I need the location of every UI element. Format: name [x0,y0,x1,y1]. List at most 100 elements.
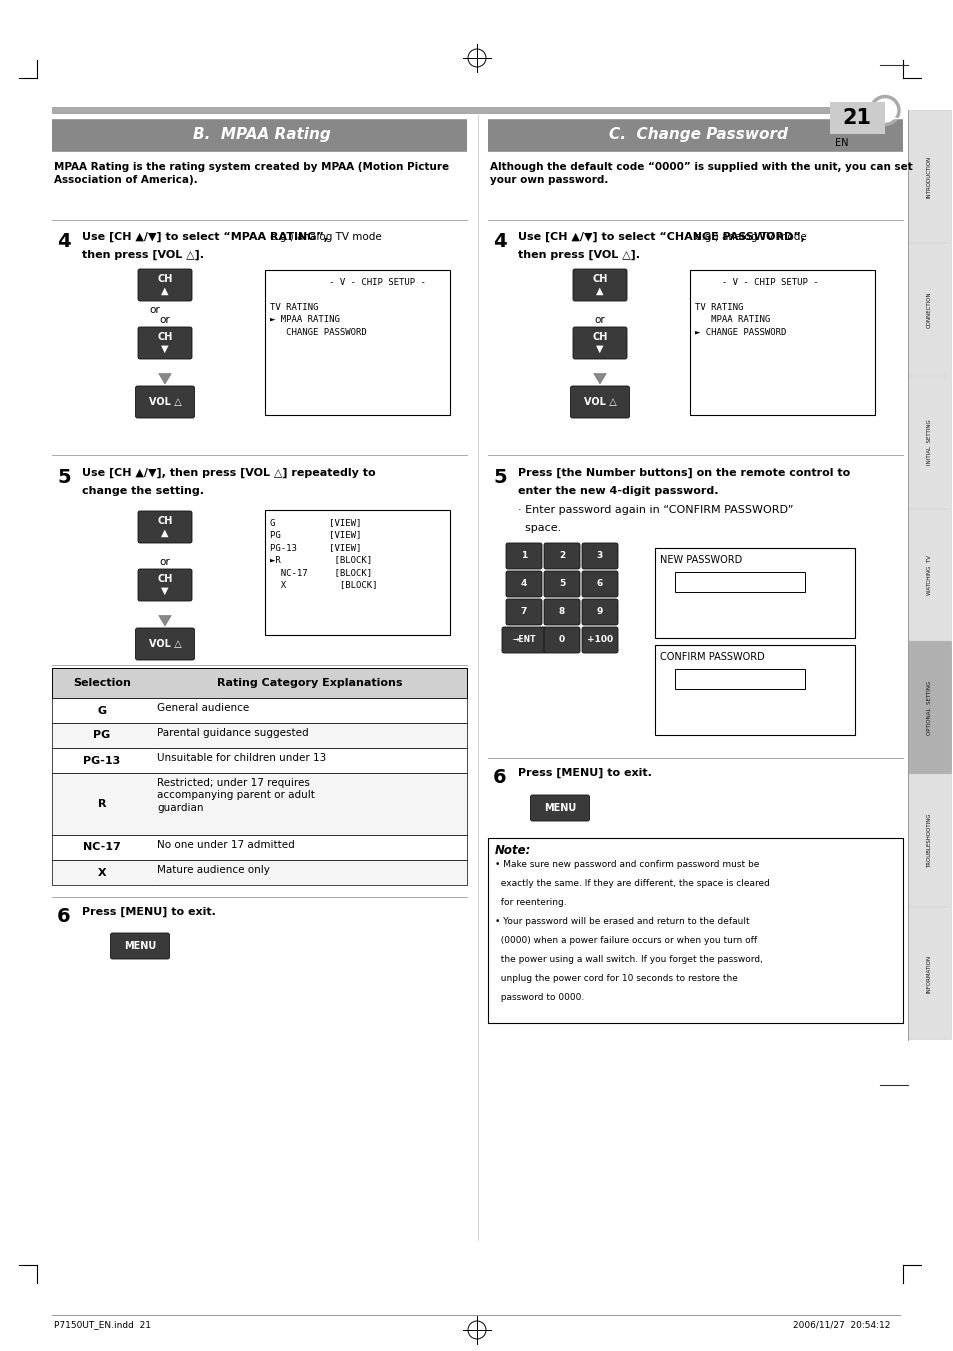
Bar [907,774,950,907]
FancyBboxPatch shape [543,627,579,653]
Text: Use [CH ▲/▼] to select “CHANGE PASSWORD”,: Use [CH ▲/▼] to select “CHANGE PASSWORD”… [517,232,804,242]
Text: PG: PG [93,731,111,740]
FancyBboxPatch shape [530,794,589,821]
Text: OPTIONAL  SETTING: OPTIONAL SETTING [926,681,931,735]
Text: 21: 21 [841,108,871,128]
Text: VOL △: VOL △ [149,639,181,648]
Text: CH
▼: CH ▼ [157,574,172,596]
Text: or: or [159,557,171,567]
Text: EN: EN [834,138,847,149]
Text: then press [VOL △].: then press [VOL △]. [82,250,204,261]
Text: Restricted; under 17 requires
accompanying parent or adult
guardian: Restricted; under 17 requires accompanyi… [157,778,314,813]
Text: 5: 5 [57,467,71,486]
Text: CH
▲: CH ▲ [157,274,172,296]
FancyBboxPatch shape [581,571,618,597]
Bar [52,748,467,773]
Text: VOL △: VOL △ [583,397,616,407]
Text: e.g.) analog TV mode: e.g.) analog TV mode [270,232,381,242]
Text: • Your password will be erased and return to the default: • Your password will be erased and retur… [495,917,749,925]
Text: - V - CHIP SETUP -

TV RATING
   MPAA RATING
► CHANGE PASSWORD: - V - CHIP SETUP - TV RATING MPAA RATING… [695,278,818,336]
Bar [655,549,854,638]
FancyBboxPatch shape [138,327,192,359]
FancyBboxPatch shape [135,628,194,661]
Text: Press [MENU] to exit.: Press [MENU] to exit. [82,907,215,917]
Text: G: G [97,705,107,716]
Text: Rating Category Explanations: Rating Category Explanations [216,678,402,688]
Bar [265,270,450,415]
Polygon shape [158,616,172,626]
Text: · Enter password again in “CONFIRM PASSWORD”: · Enter password again in “CONFIRM PASSW… [517,505,793,515]
FancyBboxPatch shape [505,571,541,597]
Text: space.: space. [517,523,560,534]
Text: CH
▼: CH ▼ [157,332,172,354]
Circle shape [870,96,898,124]
Bar [52,118,467,153]
Text: enter the new 4-digit password.: enter the new 4-digit password. [517,486,718,496]
Text: No one under 17 admitted: No one under 17 admitted [157,840,294,850]
Text: Mature audience only: Mature audience only [157,865,270,875]
Bar [907,642,950,773]
Text: or: or [150,305,160,315]
Text: G          [VIEW]
PG         [VIEW]
PG-13      [VIEW]
►R          [BLOCK]
  NC-1: G [VIEW] PG [VIEW] PG-13 [VIEW] ►R [BLOC… [270,517,377,589]
Text: Parental guidance suggested: Parental guidance suggested [157,728,309,738]
Bar [52,723,467,748]
Text: +100: +100 [586,635,613,644]
FancyBboxPatch shape [543,571,579,597]
Text: 4: 4 [493,232,506,251]
FancyBboxPatch shape [581,543,618,569]
FancyBboxPatch shape [505,543,541,569]
Text: —   —   —   —: — — — — [679,574,767,584]
Bar [829,101,884,134]
Text: 1: 1 [520,551,527,561]
Bar [52,698,467,723]
Bar [52,667,467,698]
Text: CONFIRM PASSWORD: CONFIRM PASSWORD [659,653,764,662]
FancyBboxPatch shape [505,598,541,626]
Text: (0000) when a power failure occurs or when you turn off: (0000) when a power failure occurs or wh… [495,936,757,944]
Text: PG-13: PG-13 [83,755,120,766]
Text: Press [the Number buttons] on the remote control to: Press [the Number buttons] on the remote… [517,467,849,478]
Text: INTRODUCTION: INTRODUCTION [926,155,931,197]
Text: Although the default code “0000” is supplied with the unit, you can set
your own: Although the default code “0000” is supp… [490,162,912,185]
Text: 5: 5 [493,467,506,486]
Text: Press [MENU] to exit.: Press [MENU] to exit. [517,767,651,778]
Text: P7150UT_EN.indd  21: P7150UT_EN.indd 21 [54,1320,151,1329]
Text: —   —   —   —: — — — — [679,671,767,681]
Text: Selection: Selection [73,678,131,688]
Bar [488,838,902,1023]
Text: 4: 4 [520,580,527,589]
Bar [907,109,950,242]
Bar [52,773,467,835]
Text: CONNECTION: CONNECTION [926,290,931,327]
Bar [907,243,950,374]
Text: 5: 5 [558,580,564,589]
Text: 4: 4 [57,232,71,251]
Text: 8: 8 [558,608,564,616]
Text: VOL △: VOL △ [149,397,181,407]
FancyBboxPatch shape [573,269,626,301]
FancyBboxPatch shape [138,511,192,543]
Text: →ENT: →ENT [512,635,536,644]
Bar [907,508,950,640]
Text: NEW PASSWORD: NEW PASSWORD [659,555,741,565]
Text: Note:: Note: [495,844,531,857]
Text: the power using a wall switch. If you forget the password,: the power using a wall switch. If you fo… [495,955,762,965]
Text: 3: 3 [597,551,602,561]
Bar [907,376,950,508]
Text: MENU: MENU [543,802,576,813]
Text: or: or [594,315,605,326]
Text: CH
▲: CH ▲ [157,516,172,538]
FancyBboxPatch shape [138,569,192,601]
Text: or: or [159,315,171,326]
FancyBboxPatch shape [581,627,618,653]
Text: password to 0000.: password to 0000. [495,993,583,1002]
FancyBboxPatch shape [543,598,579,626]
Bar [52,107,882,113]
Text: C.  Change Password: C. Change Password [608,127,786,142]
Polygon shape [593,373,606,384]
Text: - V - CHIP SETUP -

TV RATING
► MPAA RATING
   CHANGE PASSWORD: - V - CHIP SETUP - TV RATING ► MPAA RATI… [270,278,425,336]
Text: 6: 6 [597,580,602,589]
Text: R: R [97,798,106,809]
FancyBboxPatch shape [135,386,194,417]
Bar [52,861,467,885]
